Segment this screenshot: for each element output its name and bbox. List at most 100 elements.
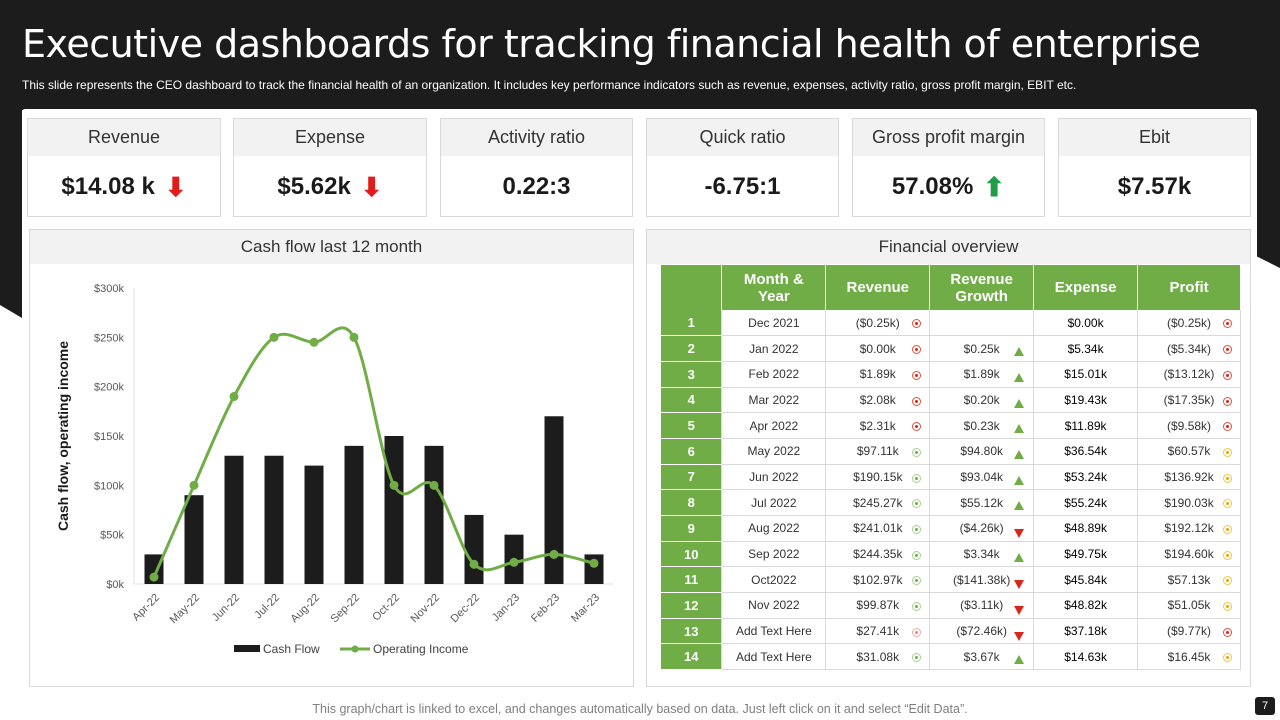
kpi-value: $5.62k <box>277 173 351 200</box>
status-dot-icon <box>1223 345 1232 355</box>
cell-revenue: $0.00k <box>825 335 931 362</box>
row-index: 3 <box>661 361 723 388</box>
kpi-label: Revenue <box>28 119 220 156</box>
row-index: 10 <box>661 541 723 568</box>
status-dot-icon <box>1223 499 1232 509</box>
header-profit: Profit <box>1137 265 1241 310</box>
kpi-value: -6.75:1 <box>704 173 781 200</box>
cell-revenue-growth: $94.80k <box>929 438 1035 465</box>
point-operating-income <box>429 480 439 490</box>
cell-month: Add Text Here <box>721 618 827 645</box>
row-index: 4 <box>661 387 723 414</box>
x-tick-label: Nov-22 <box>409 592 443 626</box>
cell-expense: $53.24k <box>1033 464 1139 491</box>
triangle-up-icon <box>1014 347 1025 357</box>
point-operating-income <box>269 332 279 342</box>
y-axis-title: Cash flow, operating income <box>55 341 71 531</box>
y-tick-label: $100k <box>94 480 124 492</box>
cell-revenue: $2.08k <box>825 387 931 414</box>
cell-expense: $48.89k <box>1033 515 1139 542</box>
triangle-down-icon <box>1014 606 1025 616</box>
x-tick-label: Oct-22 <box>370 592 402 624</box>
cell-expense: $19.43k <box>1033 387 1139 414</box>
cell-revenue-growth: $3.34k <box>929 541 1035 568</box>
page-subtitle: This slide represents the CEO dashboard … <box>22 78 1077 92</box>
x-tick-label: Mar-23 <box>569 592 602 625</box>
point-operating-income <box>549 549 559 559</box>
cell-revenue: $97.11k <box>825 438 931 465</box>
status-dot-icon <box>1223 473 1232 483</box>
x-tick-label: Feb-23 <box>529 592 562 625</box>
cell-expense: $14.63k <box>1033 643 1139 671</box>
header-revenue: Revenue <box>825 265 931 310</box>
point-operating-income <box>189 480 199 490</box>
kpi-card-activity-ratio: Activity ratio 0.22:3 <box>440 118 633 217</box>
cell-profit: ($5.34k) <box>1137 335 1241 362</box>
cell-expense: $36.54k <box>1033 438 1139 465</box>
triangle-down-icon <box>1014 580 1025 590</box>
table-row: 5 Apr 2022 $2.31k $0.23k $11.89k ($9.58k) <box>661 412 1241 439</box>
cell-month: Jan 2022 <box>721 335 827 362</box>
cell-expense: $37.18k <box>1033 618 1139 645</box>
status-dot-icon <box>912 550 922 560</box>
cell-profit: $51.05k <box>1137 592 1241 619</box>
point-operating-income <box>149 572 159 582</box>
kpi-value: $14.08 k <box>61 173 155 200</box>
cell-profit: ($9.77k) <box>1137 618 1241 645</box>
kpi-value: 57.08% <box>891 173 974 200</box>
cell-expense: $55.24k <box>1033 489 1139 516</box>
status-dot-icon <box>912 602 922 612</box>
row-index: 12 <box>661 592 723 619</box>
row-index: 8 <box>661 489 723 516</box>
cell-month: Nov 2022 <box>721 592 827 619</box>
page-number: 7 <box>1255 697 1275 715</box>
status-dot-icon <box>1223 525 1232 534</box>
cell-month: Apr 2022 <box>721 412 827 439</box>
header-expense: Expense <box>1033 265 1139 310</box>
cell-revenue-growth: ($4.26k) <box>929 515 1035 542</box>
cell-profit: $136.92k <box>1137 464 1241 491</box>
bar-cash-flow <box>304 465 324 584</box>
point-operating-income <box>309 337 319 347</box>
point-operating-income <box>349 332 359 342</box>
x-tick-label: May-22 <box>168 592 202 626</box>
kpi-label: Gross profit margin <box>853 119 1044 156</box>
cell-month: Add Text Here <box>721 643 827 671</box>
header-index <box>661 265 723 310</box>
status-dot-icon <box>912 370 922 380</box>
triangle-up-icon <box>1014 475 1025 485</box>
row-index: 1 <box>661 310 723 337</box>
cell-expense: $49.75k <box>1033 541 1139 568</box>
row-index: 5 <box>661 412 723 439</box>
x-tick-label: Dec-22 <box>449 592 483 626</box>
cell-revenue-growth: $0.23k <box>929 412 1035 439</box>
cell-revenue-growth: $0.20k <box>929 387 1035 414</box>
kpi-label: Activity ratio <box>441 119 632 156</box>
cell-revenue-growth: $0.25k <box>929 335 1035 362</box>
bar-cash-flow <box>184 495 204 584</box>
status-dot-icon <box>912 653 922 663</box>
row-index: 11 <box>661 566 723 594</box>
bar-cash-flow <box>384 436 404 584</box>
status-dot-icon <box>1223 370 1232 380</box>
table-row: 4 Mar 2022 $2.08k $0.20k $19.43k ($17.35k) <box>661 387 1241 414</box>
status-dot-icon <box>1223 602 1232 612</box>
cell-profit: $190.03k <box>1137 489 1241 516</box>
y-tick-label: $300k <box>94 283 124 295</box>
cell-revenue-growth <box>929 310 1035 337</box>
cell-profit: $194.60k <box>1137 541 1241 568</box>
cell-revenue: $31.08k <box>825 643 931 671</box>
footer-note: This graph/chart is linked to excel, and… <box>312 702 968 716</box>
triangle-down-icon <box>1014 529 1025 538</box>
cell-revenue-growth: $55.12k <box>929 489 1035 516</box>
cell-revenue: $27.41k <box>825 618 931 645</box>
page-title: Executive dashboards for tracking financ… <box>22 22 1201 66</box>
cell-revenue: $241.01k <box>825 515 931 542</box>
x-tick-label: Jun-22 <box>210 592 242 624</box>
triangle-down-icon <box>1014 631 1025 641</box>
status-dot-icon <box>912 473 922 483</box>
cell-profit: $192.12k <box>1137 515 1241 542</box>
arrow-down-icon: ⬇ <box>164 172 187 202</box>
cell-expense: $15.01k <box>1033 361 1139 388</box>
